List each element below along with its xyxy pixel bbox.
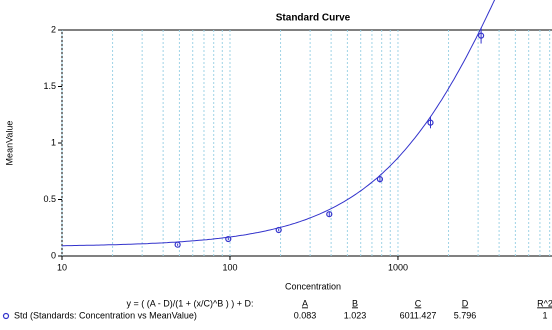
table-header: D (462, 298, 469, 308)
fit-curve (62, 0, 496, 247)
y-tick-label: 0 (51, 250, 56, 260)
point (326, 211, 333, 218)
x-tick-label: 100 (222, 262, 237, 272)
table-header: C (415, 298, 422, 308)
y-tick-label: 0.5 (43, 194, 56, 204)
point (275, 226, 282, 234)
table-header: B (352, 298, 358, 308)
y-tick-label: 1 (51, 137, 56, 147)
fit-equation: y = ( (A - D)/(1 + (x/C)^B ) ) + D: (127, 298, 254, 308)
x-tick-label: 10 (57, 262, 67, 272)
y-tick-label: 1.5 (43, 81, 56, 91)
table-value: 1 (542, 310, 547, 320)
legend-marker (2, 312, 10, 320)
table-row-label: Std (Standards: Concentration vs MeanVal… (14, 310, 197, 320)
point (174, 241, 181, 248)
table-value: 5.796 (454, 310, 477, 320)
table-value: 6011.427 (400, 310, 437, 320)
point (225, 235, 232, 243)
x-axis-label: Concentration (285, 281, 341, 291)
table-header: R^2 (537, 298, 552, 308)
y-axis-label: MeanValue (4, 121, 14, 166)
y-tick-label: 2 (51, 24, 56, 34)
table-header: A (302, 298, 308, 308)
point (427, 119, 434, 126)
table-value: 0.083 (294, 310, 317, 320)
point (477, 32, 485, 39)
point (376, 176, 384, 183)
chart-title: Standard Curve (276, 13, 351, 24)
table-value: 1.023 (344, 310, 367, 320)
x-tick-label: 1000 (388, 262, 408, 272)
